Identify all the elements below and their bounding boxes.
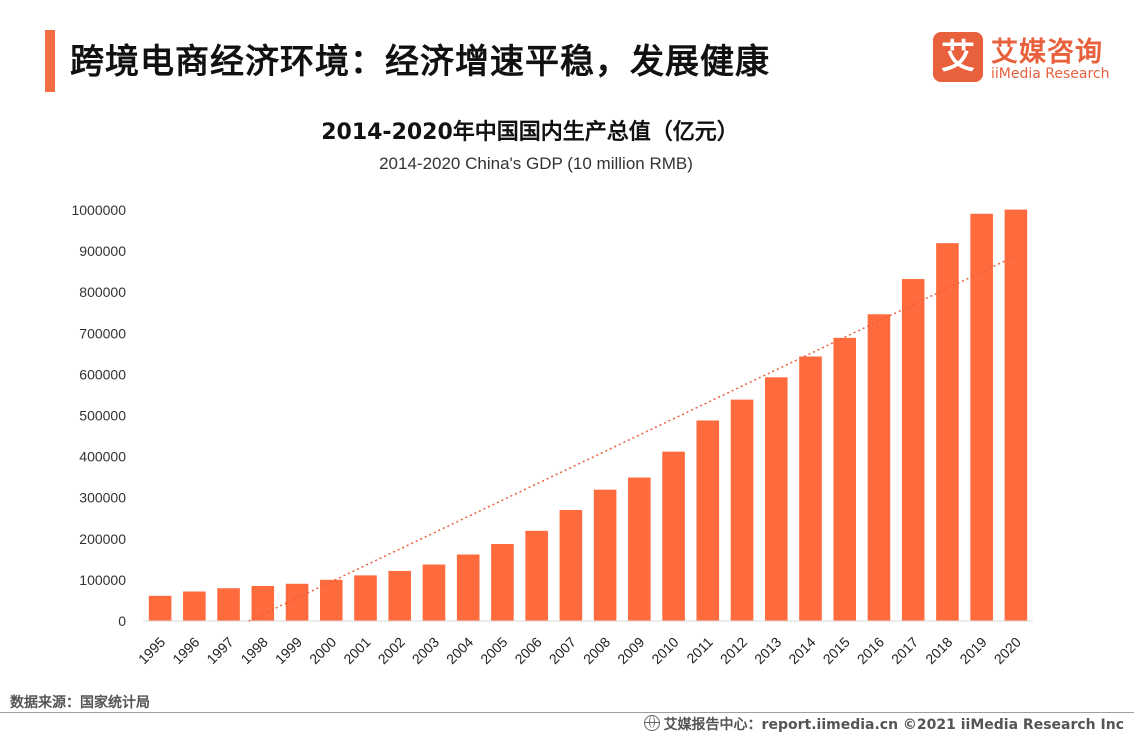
logo-english-name: iiMedia Research — [991, 66, 1110, 82]
x-tick-label: 2018 — [922, 634, 955, 667]
y-tick-label: 100000 — [79, 572, 126, 588]
bar-2005 — [491, 544, 514, 621]
bar-1998 — [251, 585, 275, 621]
x-tick-label: 2012 — [717, 634, 750, 667]
bar-1995 — [148, 595, 172, 621]
bar-2015 — [833, 337, 857, 621]
y-tick-label: 200000 — [79, 531, 126, 547]
bar-2019 — [970, 213, 993, 621]
y-tick-label: 400000 — [79, 449, 126, 465]
x-tick-label: 2010 — [648, 634, 681, 667]
x-tick-label: 2014 — [785, 634, 818, 667]
x-tick-label: 2015 — [820, 634, 853, 667]
footer-text: 艾媒报告中心：report.iimedia.cn ©2021 iiMedia R… — [663, 717, 1124, 733]
x-tick-label: 2016 — [854, 634, 887, 667]
x-tick-label: 2017 — [888, 634, 921, 667]
x-tick-label: 1995 — [135, 634, 168, 667]
footer-divider — [0, 712, 1134, 713]
bar-2009 — [628, 477, 651, 621]
bar-2010 — [662, 451, 685, 621]
bar-2012 — [730, 399, 754, 621]
data-source: 数据来源：国家统计局 — [10, 695, 150, 711]
y-tick-label: 1000000 — [71, 202, 126, 218]
x-tick-label: 2020 — [991, 634, 1024, 667]
chart-title: 2014-2020年中国国内生产总值（亿元） — [321, 120, 739, 145]
x-tick-label: 2013 — [751, 634, 784, 667]
x-tick-label: 1998 — [238, 634, 271, 667]
gdp-bar-chart: 0 100000 200000 300000 400000 500000 600000 700… — [71, 202, 1033, 667]
x-tick-label: 2000 — [306, 634, 339, 667]
y-tick-label: 500000 — [79, 408, 126, 424]
bar-2018 — [936, 243, 959, 621]
bar-2004 — [456, 554, 480, 621]
bar-2003 — [422, 564, 446, 621]
bar-2020 — [1004, 209, 1028, 622]
x-tick-label: 2002 — [375, 634, 408, 667]
x-tick-label: 1999 — [272, 634, 305, 667]
page-title: 跨境电商经济环境：经济增速平稳，发展健康 — [70, 42, 770, 82]
footer: 艾媒报告中心：report.iimedia.cn ©2021 iiMedia R… — [643, 714, 1124, 734]
bar-2017 — [901, 279, 925, 621]
bar-1996 — [183, 591, 206, 621]
x-tick-label: 2008 — [580, 634, 613, 667]
bar-1997 — [217, 588, 240, 621]
y-tick-label: 800000 — [79, 284, 126, 300]
x-tick-label: 2007 — [546, 634, 579, 667]
x-tick-label: 1997 — [203, 634, 236, 667]
logo-chinese-name: 艾媒咨询 — [991, 37, 1103, 68]
x-tick-label: 2009 — [614, 634, 647, 667]
y-tick-label: 600000 — [79, 366, 126, 382]
bar-1999 — [285, 583, 309, 621]
x-tick-label: 2001 — [340, 634, 373, 667]
bar-2007 — [559, 509, 583, 621]
y-tick-label: 0 — [118, 613, 126, 629]
x-tick-label: 2003 — [409, 634, 442, 667]
chart-subtitle: 2014-2020 China's GDP (10 million RMB) — [379, 154, 693, 173]
logo-mark-icon: 艾 — [933, 32, 983, 82]
bar-2016 — [867, 314, 891, 621]
x-tick-label: 1996 — [169, 634, 202, 667]
x-tick-label: 2004 — [443, 634, 476, 667]
bar-2013 — [764, 377, 788, 621]
y-tick-label: 300000 — [79, 490, 126, 506]
bar-2001 — [354, 575, 377, 621]
bar-2008 — [593, 489, 617, 621]
trendline — [248, 255, 1017, 622]
y-tick-label: 900000 — [79, 243, 126, 259]
x-tick-label: 2006 — [511, 634, 544, 667]
x-tick-label: 2005 — [477, 634, 510, 667]
bar-2006 — [525, 530, 548, 621]
iimedia-logo: 艾 艾媒咨询 iiMedia Research — [933, 32, 1118, 87]
globe-icon — [643, 715, 660, 731]
x-tick-label: 2011 — [683, 634, 716, 667]
y-tick-label: 700000 — [79, 325, 126, 341]
bar-2011 — [696, 420, 720, 621]
title-accent-bar — [45, 30, 55, 92]
bar-2002 — [388, 570, 412, 621]
bar-2014 — [799, 356, 822, 621]
bar-2000 — [319, 579, 343, 621]
x-tick-label: 2019 — [956, 634, 989, 667]
